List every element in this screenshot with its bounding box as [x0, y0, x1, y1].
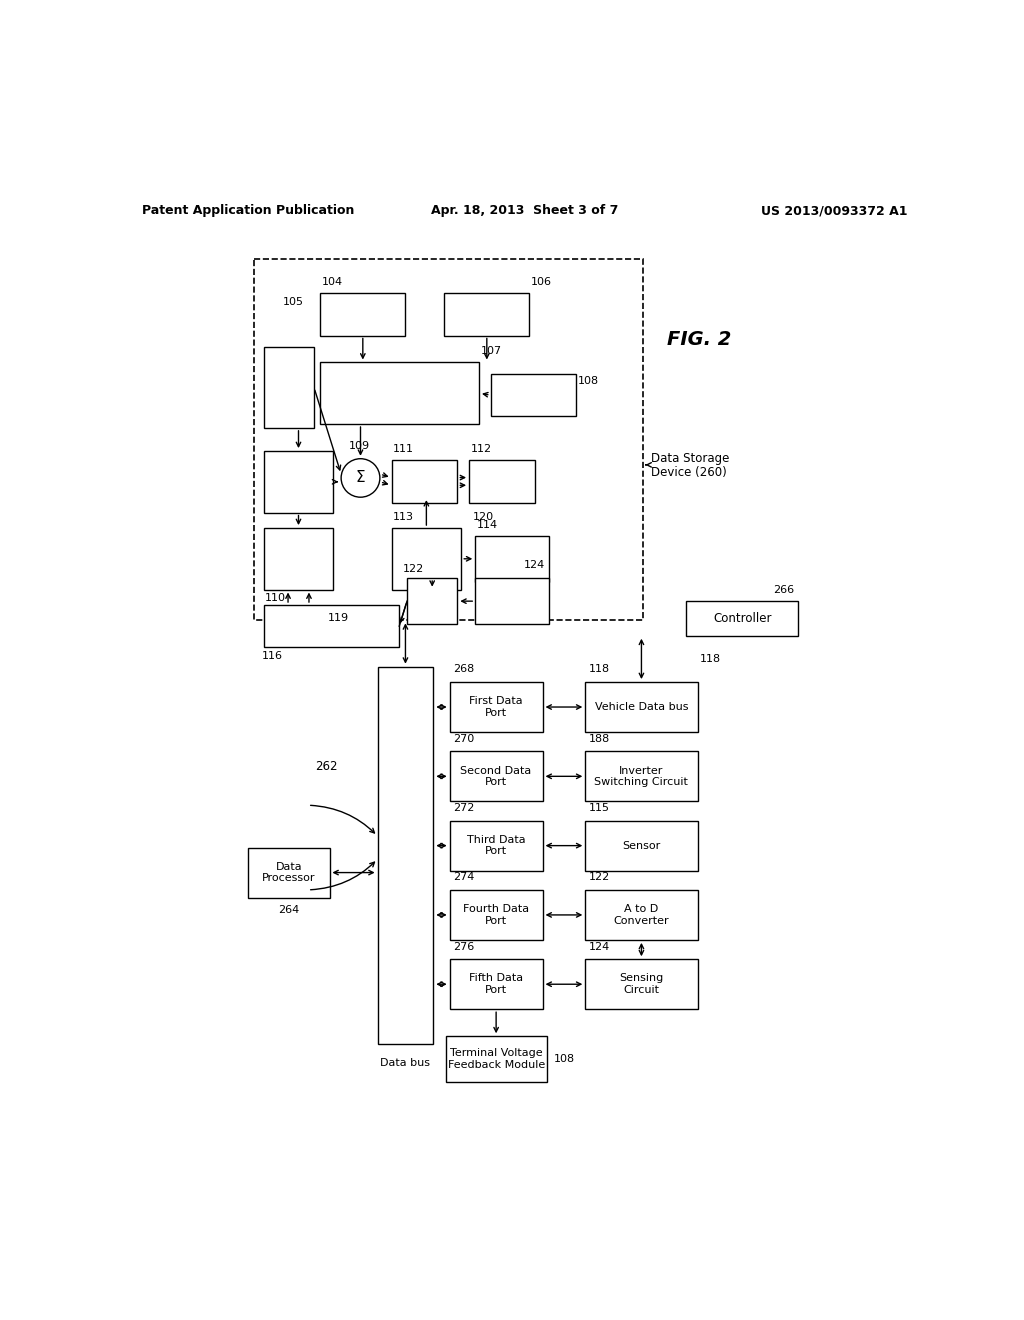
Bar — [490, 374, 575, 416]
Text: 270: 270 — [454, 734, 475, 743]
Text: 118: 118 — [589, 664, 610, 675]
Bar — [248, 847, 330, 898]
Text: 105: 105 — [283, 297, 304, 308]
Text: Third Data
Port: Third Data Port — [467, 834, 525, 857]
Text: 124: 124 — [589, 941, 610, 952]
Bar — [263, 451, 334, 512]
Bar — [321, 293, 406, 335]
Text: Sensing
Circuit: Sensing Circuit — [620, 973, 664, 995]
Text: 112: 112 — [471, 444, 492, 454]
Text: Controller: Controller — [713, 612, 771, 624]
Text: 272: 272 — [454, 803, 475, 813]
Bar — [254, 259, 643, 620]
Text: 188: 188 — [589, 734, 610, 743]
Text: Data
Processor: Data Processor — [262, 862, 315, 883]
Text: 110: 110 — [265, 594, 286, 603]
Text: 107: 107 — [480, 346, 502, 356]
Bar — [450, 821, 543, 871]
Bar — [391, 528, 461, 590]
Bar — [407, 578, 458, 624]
Text: Σ: Σ — [355, 470, 366, 486]
Text: 264: 264 — [279, 906, 299, 915]
Bar — [450, 890, 543, 940]
Text: Vehicle Data bus: Vehicle Data bus — [595, 702, 688, 711]
Text: 113: 113 — [393, 512, 414, 521]
Bar — [450, 682, 543, 733]
Text: 118: 118 — [700, 653, 721, 664]
Bar — [391, 461, 458, 503]
Text: Sensor: Sensor — [623, 841, 660, 850]
Bar — [378, 667, 433, 1044]
Text: US 2013/0093372 A1: US 2013/0093372 A1 — [761, 205, 907, 218]
Text: 268: 268 — [454, 664, 475, 675]
Text: 266: 266 — [773, 585, 795, 595]
Text: Fifth Data
Port: Fifth Data Port — [469, 973, 523, 995]
Text: 108: 108 — [578, 376, 599, 385]
Bar — [475, 578, 549, 624]
Bar — [263, 605, 399, 647]
Text: 115: 115 — [589, 803, 610, 813]
Bar — [321, 363, 479, 424]
Text: FIG. 2: FIG. 2 — [667, 330, 731, 348]
Bar — [450, 960, 543, 1010]
Bar — [445, 1036, 547, 1082]
Bar — [586, 751, 697, 801]
Text: 114: 114 — [477, 520, 498, 529]
Text: Terminal Voltage
Feedback Module: Terminal Voltage Feedback Module — [447, 1048, 545, 1071]
Text: 104: 104 — [322, 277, 343, 286]
Text: 122: 122 — [589, 873, 610, 882]
Text: 276: 276 — [454, 941, 475, 952]
Text: 111: 111 — [393, 444, 414, 454]
Text: 106: 106 — [531, 277, 552, 286]
Text: 122: 122 — [403, 564, 424, 574]
Text: A to D
Converter: A to D Converter — [613, 904, 670, 925]
Bar — [586, 890, 697, 940]
Text: 262: 262 — [315, 760, 338, 774]
Text: Apr. 18, 2013  Sheet 3 of 7: Apr. 18, 2013 Sheet 3 of 7 — [431, 205, 618, 218]
Bar — [686, 601, 799, 636]
Bar — [586, 682, 697, 733]
Text: Data Storage: Data Storage — [651, 453, 729, 465]
Text: Patent Application Publication: Patent Application Publication — [142, 205, 354, 218]
Text: Inverter
Switching Circuit: Inverter Switching Circuit — [595, 766, 688, 787]
Text: 124: 124 — [523, 561, 545, 570]
Text: Fourth Data
Port: Fourth Data Port — [463, 904, 529, 925]
Bar — [450, 751, 543, 801]
Text: First Data
Port: First Data Port — [469, 696, 523, 718]
Text: Second Data
Port: Second Data Port — [461, 766, 531, 787]
Bar — [263, 347, 314, 428]
Text: 116: 116 — [262, 651, 283, 661]
Text: 120: 120 — [473, 512, 494, 521]
Bar — [475, 536, 549, 582]
Text: Data bus: Data bus — [381, 1057, 430, 1068]
Bar — [263, 528, 334, 590]
Bar — [444, 293, 529, 335]
Text: 274: 274 — [454, 873, 475, 882]
Text: 109: 109 — [349, 441, 370, 451]
Text: 119: 119 — [328, 614, 349, 623]
Text: Device (260): Device (260) — [651, 466, 727, 479]
Bar — [586, 821, 697, 871]
Text: 108: 108 — [554, 1055, 575, 1064]
Bar — [469, 461, 535, 503]
Bar — [586, 960, 697, 1010]
